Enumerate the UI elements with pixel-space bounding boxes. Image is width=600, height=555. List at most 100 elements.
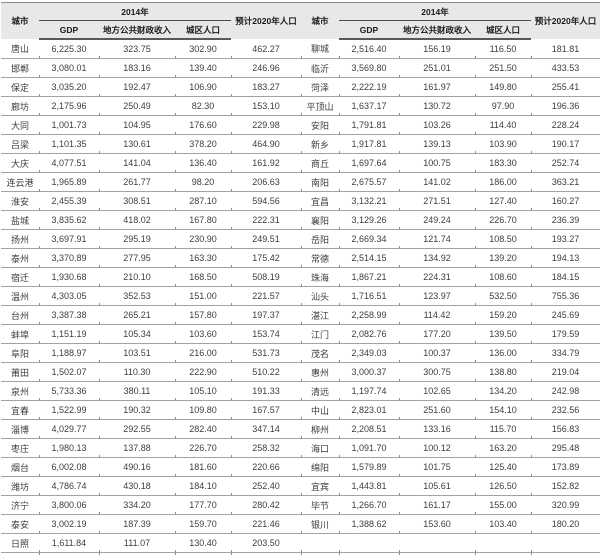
- fiscal-revenue-cell: 308.51: [98, 191, 175, 213]
- table-row: 宿迁 1,930.68 210.10 168.50 508.19 珠海 1,867.21 22…: [1, 267, 600, 289]
- gdp-cell: 1,980.13: [38, 438, 99, 460]
- city-cell: 临沂: [300, 58, 339, 80]
- pop-2020-cell: 258.32: [230, 438, 301, 460]
- pop-2020-cell: 173.89: [530, 457, 600, 479]
- pop-2020-cell: 193.27: [530, 229, 600, 251]
- pop-2020-cell: 219.04: [530, 362, 600, 384]
- pop-2020-cell: 347.14: [230, 419, 301, 441]
- urban-pop-cell: 82.30: [174, 96, 231, 118]
- city-cell: 商丘: [300, 153, 339, 175]
- pop-2020-cell: 280.42: [230, 495, 301, 517]
- pop-2020-cell: 220.66: [230, 457, 301, 479]
- fiscal-revenue-cell: 183.16: [98, 58, 175, 80]
- city-cell: 莆田: [1, 362, 39, 382]
- pop-2020-cell: 508.19: [230, 267, 301, 289]
- pop-2020-cell: 320.99: [530, 495, 600, 517]
- fiscal-revenue-cell: 177.20: [398, 324, 475, 346]
- city-cell: 潍坊: [1, 476, 39, 496]
- city-cell: 毕节: [300, 495, 339, 517]
- urban-pop-cell: 177.70: [174, 495, 231, 517]
- gdp-cell: 6,225.30: [38, 39, 99, 60]
- city-cell: 温州: [1, 286, 39, 306]
- header-city-right: 城市: [301, 2, 339, 39]
- gdp-cell: 2,455.39: [38, 191, 99, 213]
- gdp-cell: 1,522.99: [38, 400, 99, 422]
- urban-pop-cell: 134.20: [474, 381, 531, 403]
- pop-2020-cell: 184.15: [530, 267, 600, 289]
- header-urban-pop-left: 城区人口: [175, 20, 231, 40]
- urban-pop-cell: 226.70: [474, 210, 531, 232]
- urban-pop-cell: 126.50: [474, 476, 531, 498]
- fiscal-revenue-cell: 187.39: [98, 514, 175, 536]
- pop-2020-cell: 206.63: [230, 172, 301, 194]
- table-row: 温州 4,303.05 352.53 151.00 221.57 汕头 1,716.51 12…: [1, 286, 600, 308]
- urban-pop-cell: 139.40: [174, 58, 231, 80]
- pop-2020-cell: 249.51: [230, 229, 301, 251]
- fiscal-revenue-cell: 137.88: [98, 438, 175, 460]
- fiscal-revenue-cell: 101.75: [398, 457, 475, 479]
- gdp-cell: 1,697.64: [338, 153, 399, 175]
- pop-2020-cell: 236.39: [530, 210, 600, 232]
- gdp-cell: 2,823.01: [338, 400, 399, 422]
- city-cell: 中山: [300, 400, 339, 422]
- header-gdp-left: GDP: [39, 20, 99, 40]
- table-row: 烟台 6,002.08 490.16 181.60 220.66 绵阳 1,579.89 10…: [1, 457, 600, 479]
- gdp-cell: 2,082.76: [338, 324, 399, 346]
- table-row: 宜春 1,522.99 190.32 109.80 167.57 中山 2,823.01 25…: [1, 400, 600, 422]
- pop-2020-cell: 334.79: [530, 343, 600, 365]
- gdp-cell: 1,502.07: [38, 362, 99, 384]
- pop-2020-cell: 190.17: [530, 134, 600, 156]
- city-cell: 绵阳: [300, 457, 339, 479]
- pop-2020-cell: 246.96: [230, 58, 301, 80]
- table-row: 扬州 3,697.91 295.19 230.90 249.51 岳阳 2,669.34 12…: [1, 229, 600, 251]
- pop-2020-cell: 229.98: [230, 115, 301, 137]
- pop-2020-cell: 228.24: [530, 115, 600, 137]
- gdp-cell: 3,002.19: [38, 514, 99, 536]
- gdp-cell: 3,129.26: [338, 210, 399, 232]
- gdp-cell: [338, 533, 399, 555]
- city-cell: 淮安: [1, 191, 39, 211]
- urban-pop-cell: 183.30: [474, 153, 531, 175]
- city-cell: 大同: [1, 115, 39, 135]
- city-cell: 聊城: [300, 39, 339, 61]
- table-row: 大庆 4,077.51 141.04 136.40 161.92 商丘 1,697.64 10…: [1, 153, 600, 175]
- table-row: 泰州 3,370.89 277.95 163.30 175.42 常德 2,514.15 13…: [1, 248, 600, 270]
- fiscal-revenue-cell: 100.37: [398, 343, 475, 365]
- fiscal-revenue-cell: 265.21: [98, 305, 175, 327]
- fiscal-revenue-cell: 161.17: [398, 495, 475, 517]
- gdp-cell: 5,733.36: [38, 381, 99, 403]
- gdp-cell: 3,132.21: [338, 191, 399, 213]
- fiscal-revenue-cell: 123.97: [398, 286, 475, 308]
- gdp-cell: 2,514.15: [338, 248, 399, 270]
- table-row: 大同 1,001.73 104.95 176.60 229.98 安阳 1,791.81 10…: [1, 115, 600, 137]
- gdp-cell: 1,091.70: [338, 438, 399, 460]
- city-cell: [300, 533, 339, 555]
- urban-pop-cell: 176.60: [174, 115, 231, 137]
- pop-2020-cell: 175.42: [230, 248, 301, 270]
- fiscal-revenue-cell: 224.31: [398, 267, 475, 289]
- city-cell: 邯郸: [1, 58, 39, 78]
- city-cell: 岳阳: [300, 229, 339, 251]
- fiscal-revenue-cell: 250.49: [98, 96, 175, 118]
- header-year-2014-left: 2014年: [39, 2, 231, 21]
- city-cell: 唐山: [1, 39, 39, 59]
- fiscal-revenue-cell: 139.13: [398, 134, 475, 156]
- fiscal-revenue-cell: 190.32: [98, 400, 175, 422]
- urban-pop-cell: 168.50: [174, 267, 231, 289]
- header-row-sub: GDP 地方公共财政收入 城区人口 GDP 地方公共财政收入 城区人口: [1, 20, 600, 40]
- fiscal-revenue-cell: 277.95: [98, 248, 175, 270]
- gdp-cell: 3,697.91: [38, 229, 99, 251]
- pop-2020-cell: 255.41: [530, 77, 600, 99]
- gdp-cell: 1,637.17: [338, 96, 399, 118]
- urban-pop-cell: 130.40: [174, 533, 231, 555]
- fiscal-revenue-cell: [398, 533, 475, 555]
- urban-pop-cell: 103.90: [474, 134, 531, 156]
- pop-2020-cell: 222.31: [230, 210, 301, 232]
- urban-pop-cell: 282.40: [174, 419, 231, 441]
- pop-2020-cell: 531.73: [230, 343, 301, 365]
- city-cell: 新乡: [300, 134, 339, 156]
- table-row: 邯郸 3,080.01 183.16 139.40 246.96 临沂 3,569.80 25…: [1, 58, 600, 80]
- gdp-cell: 4,303.05: [38, 286, 99, 308]
- city-cell: 宜宾: [300, 476, 339, 498]
